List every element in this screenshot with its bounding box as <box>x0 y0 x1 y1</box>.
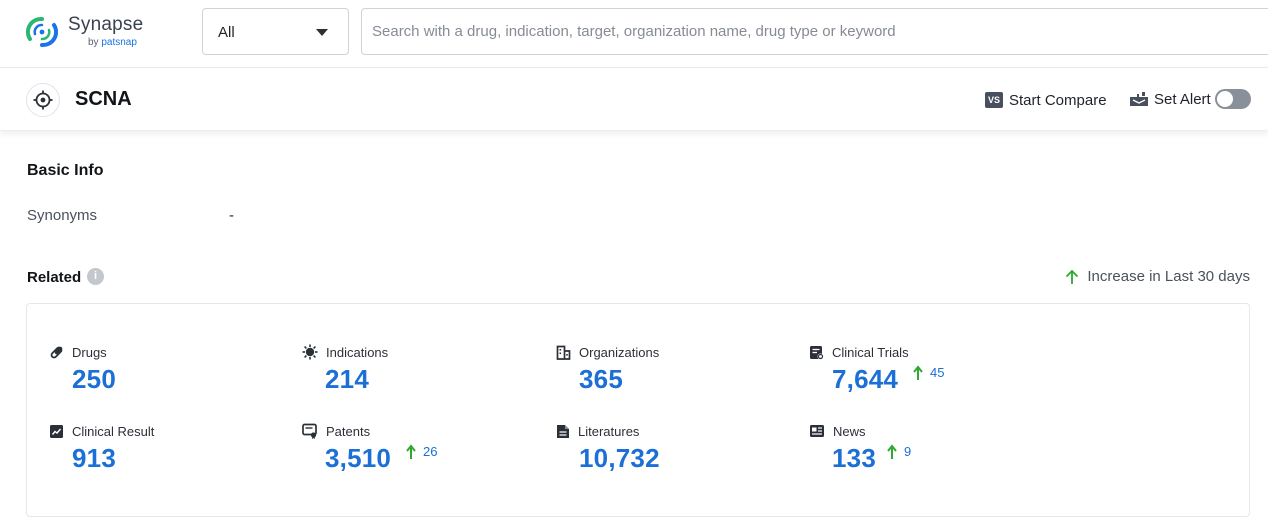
stat-clinical-trials[interactable]: Clinical Trials 7,644 45 <box>809 344 1049 404</box>
stat-drugs[interactable]: Drugs 250 <box>49 344 289 404</box>
patent-icon <box>302 423 318 439</box>
caret-down-icon <box>316 29 328 36</box>
stat-organizations[interactable]: Organizations 365 <box>556 344 796 404</box>
stat-patents[interactable]: Patents 3,510 26 <box>302 423 542 483</box>
start-compare-label: Start Compare <box>1009 92 1107 109</box>
increase-arrow-icon <box>887 444 897 460</box>
synapse-logo-icon <box>24 14 60 50</box>
stat-clinical-trials-label: Clinical Trials <box>832 345 909 360</box>
increase-legend-label: Increase in Last 30 days <box>1087 268 1250 285</box>
stat-drugs-value: 250 <box>72 364 116 395</box>
stat-literatures-label: Literatures <box>578 424 639 439</box>
result-chart-icon <box>49 424 64 439</box>
stat-news-value: 133 <box>832 443 876 474</box>
search-input[interactable] <box>361 8 1268 55</box>
basic-info-title: Basic Info <box>27 162 103 180</box>
trial-doc-icon <box>809 345 824 360</box>
stat-organizations-value: 365 <box>579 364 623 395</box>
synonyms-label: Synonyms <box>27 207 97 224</box>
stat-news-delta-value: 9 <box>904 444 911 459</box>
entity-header: SCNA VS Start Compare Set Alert <box>0 68 1268 131</box>
entity-title: SCNA <box>75 88 132 111</box>
stat-organizations-label: Organizations <box>579 345 659 360</box>
increase-arrow-icon <box>406 444 416 460</box>
stat-clinical-trials-value: 7,644 <box>832 364 898 395</box>
brand-byline: by patsnap <box>88 37 137 48</box>
stat-indications-value: 214 <box>325 364 369 395</box>
increase-arrow-icon <box>913 365 923 381</box>
pill-icon <box>49 345 64 360</box>
search-type-value: All <box>218 24 235 41</box>
stat-indications[interactable]: Indications 214 <box>302 344 542 404</box>
stat-patents-value: 3,510 <box>325 443 391 474</box>
set-alert-toggle[interactable] <box>1215 89 1251 109</box>
start-compare-button[interactable]: VS Start Compare <box>985 90 1107 110</box>
stat-patents-label: Patents <box>326 424 370 439</box>
target-icon <box>26 83 60 117</box>
stat-literatures-value: 10,732 <box>579 443 660 474</box>
stat-clinical-trials-delta: 45 <box>913 365 944 381</box>
brand-name: Synapse <box>68 14 143 36</box>
document-icon <box>556 424 570 439</box>
set-alert-label: Set Alert <box>1154 91 1211 108</box>
stat-clinical-result[interactable]: Clinical Result 913 <box>49 423 289 483</box>
increase-legend: Increase in Last 30 days <box>1065 268 1250 285</box>
virus-icon <box>302 344 318 360</box>
search-type-select[interactable]: All <box>202 8 349 55</box>
stat-news[interactable]: News 133 9 <box>809 423 1049 483</box>
synapse-logo[interactable]: Synapse by patsnap <box>24 12 174 52</box>
stat-literatures[interactable]: Literatures 10,732 <box>556 423 796 483</box>
stat-news-label: News <box>833 424 866 439</box>
synonyms-value: - <box>229 207 234 224</box>
stat-clinical-result-value: 913 <box>72 443 116 474</box>
info-icon[interactable]: i <box>87 268 104 285</box>
alert-bell-icon <box>1129 91 1149 107</box>
stat-news-delta: 9 <box>887 444 911 460</box>
stat-clinical-trials-delta-value: 45 <box>930 365 944 380</box>
stat-drugs-label: Drugs <box>72 345 107 360</box>
related-title: Related <box>27 269 81 286</box>
top-bar: Synapse by patsnap All <box>0 0 1268 68</box>
compare-icon: VS <box>985 92 1003 108</box>
stat-indications-label: Indications <box>326 345 388 360</box>
set-alert-control: Set Alert <box>1129 88 1251 110</box>
related-stats-card: Drugs 250 Indications 214 <box>26 303 1250 517</box>
news-icon <box>809 424 825 438</box>
arrow-up-icon <box>1065 269 1079 285</box>
stat-clinical-result-label: Clinical Result <box>72 424 154 439</box>
stat-patents-delta: 26 <box>406 444 437 460</box>
brand-by-name: patsnap <box>101 37 137 48</box>
stat-patents-delta-value: 26 <box>423 444 437 459</box>
brand-by-prefix: by <box>88 37 99 48</box>
building-icon <box>556 345 571 360</box>
